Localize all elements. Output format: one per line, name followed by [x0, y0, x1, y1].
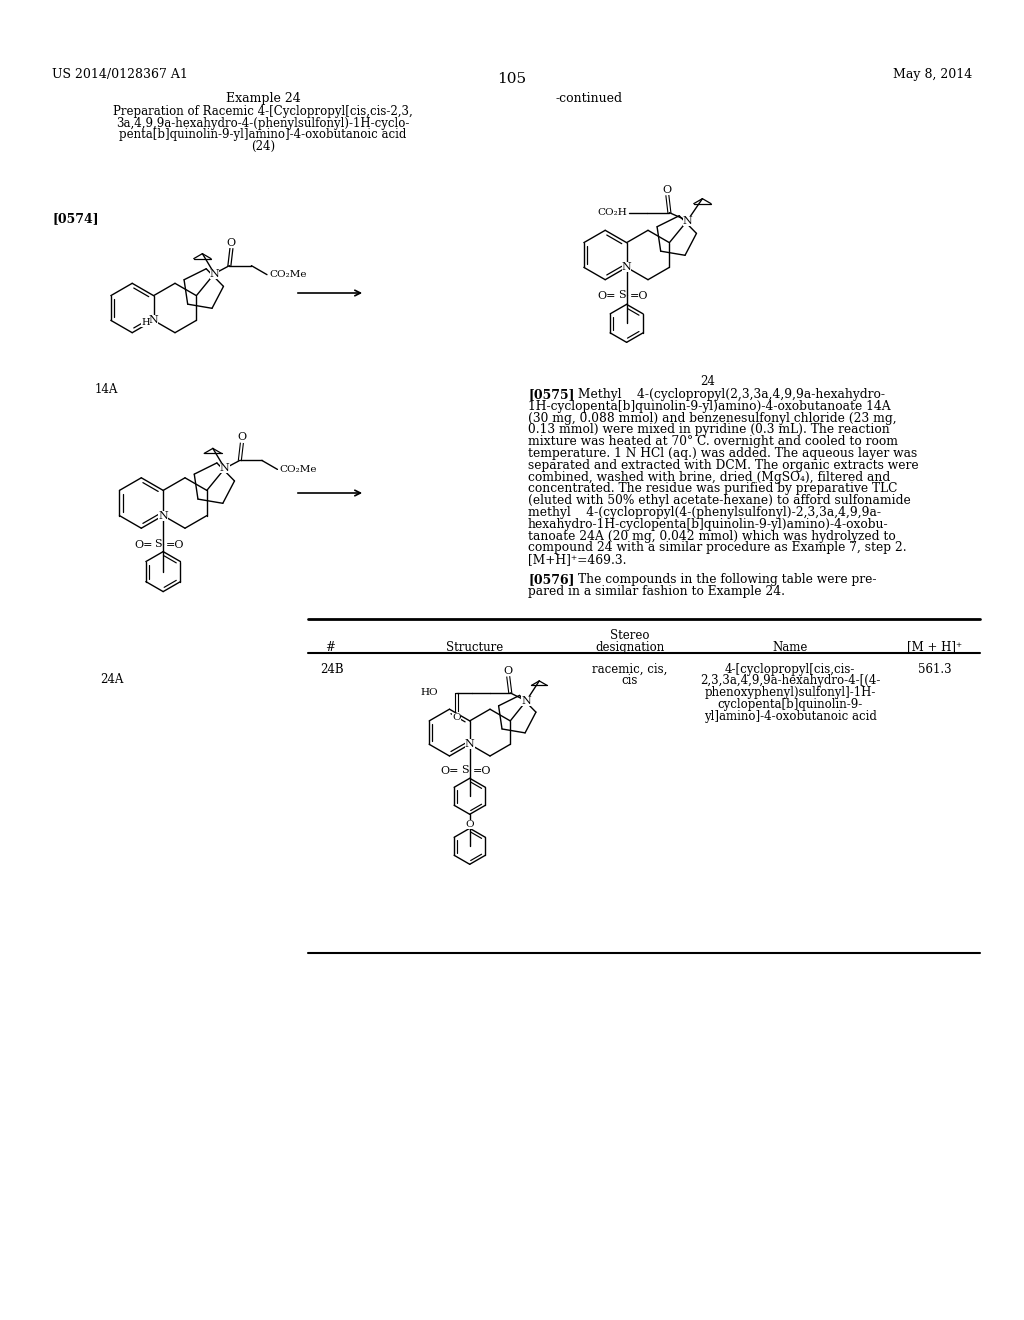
Text: May 8, 2014: May 8, 2014 — [893, 69, 972, 81]
Text: temperature. 1 N HCl (aq.) was added. The aqueous layer was: temperature. 1 N HCl (aq.) was added. Th… — [528, 447, 918, 459]
Text: [M + H]⁺: [M + H]⁺ — [907, 640, 963, 653]
Text: N: N — [521, 696, 531, 706]
Text: S: S — [155, 539, 162, 549]
Text: [M+H]⁺=469.3.: [M+H]⁺=469.3. — [528, 553, 627, 566]
Text: The compounds in the following table were pre-: The compounds in the following table wer… — [578, 573, 877, 586]
Text: 561.3: 561.3 — [919, 663, 952, 676]
Text: N: N — [159, 511, 168, 520]
Text: 24A: 24A — [100, 673, 123, 686]
Text: penta[b]quinolin-9-yl]amino]-4-oxobutanoic acid: penta[b]quinolin-9-yl]amino]-4-oxobutano… — [120, 128, 407, 141]
Text: mixture was heated at 70° C. overnight and cooled to room: mixture was heated at 70° C. overnight a… — [528, 436, 898, 449]
Text: S: S — [617, 290, 626, 301]
Text: H: H — [141, 318, 150, 327]
Text: Structure: Structure — [446, 640, 504, 653]
Text: 2,3,3a,4,9,9a-hexahydro-4-[(4-: 2,3,3a,4,9,9a-hexahydro-4-[(4- — [699, 675, 881, 688]
Text: O: O — [504, 665, 513, 676]
Text: Methyl    4-(cyclopropyl(2,3,3a,4,9,9a-hexahydro-: Methyl 4-(cyclopropyl(2,3,3a,4,9,9a-hexa… — [578, 388, 885, 401]
Text: pared in a similar fashion to Example 24.: pared in a similar fashion to Example 24… — [528, 585, 785, 598]
Text: O: O — [227, 238, 236, 248]
Text: [0576]: [0576] — [528, 573, 574, 586]
Text: Preparation of Racemic 4-[Cyclopropyl[cis,cis-2,3,: Preparation of Racemic 4-[Cyclopropyl[ci… — [113, 106, 413, 117]
Text: N: N — [220, 463, 229, 474]
Text: phenoxyphenyl)sulfonyl]-1H-: phenoxyphenyl)sulfonyl]-1H- — [705, 686, 876, 700]
Text: O: O — [452, 713, 461, 722]
Text: yl]amino]-4-oxobutanoic acid: yl]amino]-4-oxobutanoic acid — [703, 710, 877, 723]
Text: US 2014/0128367 A1: US 2014/0128367 A1 — [52, 69, 187, 81]
Text: HO: HO — [421, 689, 438, 697]
Text: O=: O= — [597, 292, 615, 301]
Text: (24): (24) — [251, 140, 275, 153]
Text: 3a,4,9,9a-hexahydro-4-(phenylsulfonyl)-1H-cyclo-: 3a,4,9,9a-hexahydro-4-(phenylsulfonyl)-1… — [117, 116, 410, 129]
Text: separated and extracted with DCM. The organic extracts were: separated and extracted with DCM. The or… — [528, 459, 919, 471]
Text: O: O — [466, 820, 474, 829]
Text: 1H-cyclopenta[b]quinolin-9-yl)amino)-4-oxobutanoate 14A: 1H-cyclopenta[b]quinolin-9-yl)amino)-4-o… — [528, 400, 891, 413]
Text: 24B: 24B — [319, 663, 344, 676]
Text: methyl    4-(cyclopropyl(4-(phenylsulfonyl)-2,3,3a,4,9,9a-: methyl 4-(cyclopropyl(4-(phenylsulfonyl)… — [528, 506, 881, 519]
Text: 14A: 14A — [95, 383, 119, 396]
Text: cyclopenta[b]quinolin-9-: cyclopenta[b]quinolin-9- — [718, 698, 862, 711]
Text: [0575]: [0575] — [528, 388, 574, 401]
Text: CO₂Me: CO₂Me — [269, 271, 306, 279]
Text: S: S — [461, 766, 469, 775]
Text: Example 24: Example 24 — [225, 92, 300, 106]
Text: racemic, cis,: racemic, cis, — [592, 663, 668, 676]
Text: 105: 105 — [498, 73, 526, 86]
Text: Stereo: Stereo — [610, 628, 650, 642]
Text: =O: =O — [630, 292, 648, 301]
Text: CO₂Me: CO₂Me — [280, 465, 317, 474]
Text: O: O — [238, 433, 247, 442]
Text: Name: Name — [772, 640, 808, 653]
Text: =O: =O — [166, 540, 184, 549]
Text: =O: =O — [472, 767, 490, 776]
Text: [0574]: [0574] — [52, 213, 98, 224]
Text: N: N — [148, 315, 159, 325]
Text: O=: O= — [134, 540, 153, 549]
Text: 0.13 mmol) were mixed in pyridine (0.3 mL). The reaction: 0.13 mmol) were mixed in pyridine (0.3 m… — [528, 424, 890, 437]
Text: 24: 24 — [700, 375, 716, 388]
Text: #: # — [325, 640, 335, 653]
Text: N: N — [210, 269, 219, 279]
Text: tanoate 24A (20 mg, 0.042 mmol) which was hydrolyzed to: tanoate 24A (20 mg, 0.042 mmol) which wa… — [528, 529, 896, 543]
Text: (eluted with 50% ethyl acetate-hexane) to afford sulfonamide: (eluted with 50% ethyl acetate-hexane) t… — [528, 494, 910, 507]
Text: O=: O= — [440, 767, 459, 776]
Text: O: O — [663, 185, 672, 194]
Text: compound 24 with a similar procedure as Example 7, step 2.: compound 24 with a similar procedure as … — [528, 541, 906, 554]
Text: combined, washed with brine, dried (MgSO₄), filtered and: combined, washed with brine, dried (MgSO… — [528, 471, 890, 483]
Text: hexahydro-1H-cyclopenta[b]quinolin-9-yl)amino)-4-oxobu-: hexahydro-1H-cyclopenta[b]quinolin-9-yl)… — [528, 517, 889, 531]
Text: N: N — [622, 263, 632, 272]
Text: -continued: -continued — [556, 92, 624, 106]
Text: designation: designation — [595, 640, 665, 653]
Text: CO₂H: CO₂H — [598, 209, 628, 218]
Text: N: N — [683, 215, 692, 226]
Text: (30 mg, 0.088 mmol) and benzenesulfonyl chloride (23 mg,: (30 mg, 0.088 mmol) and benzenesulfonyl … — [528, 412, 897, 425]
Text: 4-[cyclopropyl[cis,cis-: 4-[cyclopropyl[cis,cis- — [725, 663, 855, 676]
Text: N: N — [465, 739, 474, 750]
Text: cis: cis — [622, 675, 638, 688]
Text: concentrated. The residue was purified by preparative TLC: concentrated. The residue was purified b… — [528, 482, 897, 495]
